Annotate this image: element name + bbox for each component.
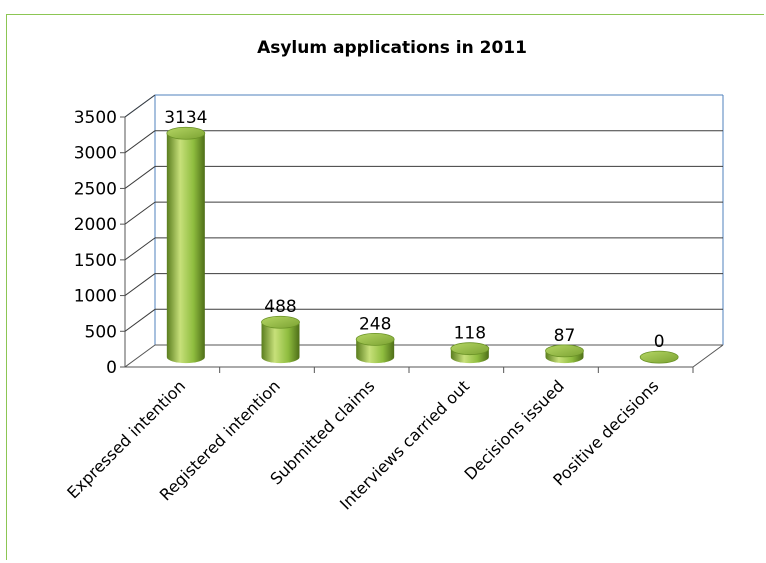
data-label: 87 bbox=[554, 326, 576, 346]
bar-cap bbox=[639, 350, 679, 364]
bar bbox=[639, 350, 679, 364]
data-label: 118 bbox=[454, 324, 486, 344]
bar-cap bbox=[355, 332, 395, 346]
bar bbox=[450, 342, 490, 364]
bar-cap bbox=[545, 344, 584, 358]
plot-walls bbox=[124, 94, 724, 368]
data-label: 248 bbox=[359, 314, 391, 334]
bars bbox=[166, 126, 679, 364]
gridline-side bbox=[124, 130, 156, 154]
bar-cap bbox=[450, 342, 490, 356]
bar bbox=[545, 344, 584, 364]
y-tick-label: 1000 bbox=[74, 287, 117, 307]
data-label: 3134 bbox=[164, 108, 207, 128]
gridline-side bbox=[124, 237, 156, 261]
y-tick-label: 0 bbox=[106, 358, 117, 378]
y-tick-label: 500 bbox=[85, 322, 117, 342]
bar bbox=[166, 126, 206, 364]
y-tick-label: 1500 bbox=[74, 251, 117, 271]
category-label: Positive decisions bbox=[549, 376, 662, 489]
data-labels: 3134 488 248 118 87 0 bbox=[164, 108, 664, 352]
floor-left-edge bbox=[124, 344, 156, 368]
y-tick-label: 2000 bbox=[74, 215, 117, 235]
floor-right-edge bbox=[692, 344, 724, 368]
category-label: Decisions issued bbox=[460, 376, 567, 483]
y-tick-label: 3500 bbox=[74, 108, 117, 128]
bar-cap bbox=[261, 315, 300, 329]
bar bbox=[261, 315, 300, 364]
bar-body bbox=[261, 322, 300, 364]
y-tick-label: 3000 bbox=[74, 144, 117, 164]
gridline-side bbox=[124, 308, 156, 332]
bar bbox=[355, 332, 395, 364]
y-axis-ticks: 0 500 1000 1500 2000 2500 3000 3500 bbox=[74, 108, 125, 378]
category-label: Submitted claims bbox=[266, 376, 378, 488]
y-tick-label: 2500 bbox=[74, 179, 117, 199]
gridlines bbox=[124, 94, 723, 368]
gridline-side bbox=[124, 201, 156, 225]
data-label: 488 bbox=[264, 297, 296, 317]
bar-cap bbox=[166, 126, 206, 140]
gridline-side bbox=[124, 94, 156, 118]
bar-body bbox=[166, 133, 205, 364]
chart-title: Asylum applications in 2011 bbox=[257, 38, 527, 58]
gridline-side bbox=[124, 166, 156, 189]
bar-body bbox=[356, 339, 395, 364]
chart-frame bbox=[6, 14, 764, 560]
data-label: 0 bbox=[654, 332, 665, 352]
gridline-side bbox=[124, 273, 156, 296]
